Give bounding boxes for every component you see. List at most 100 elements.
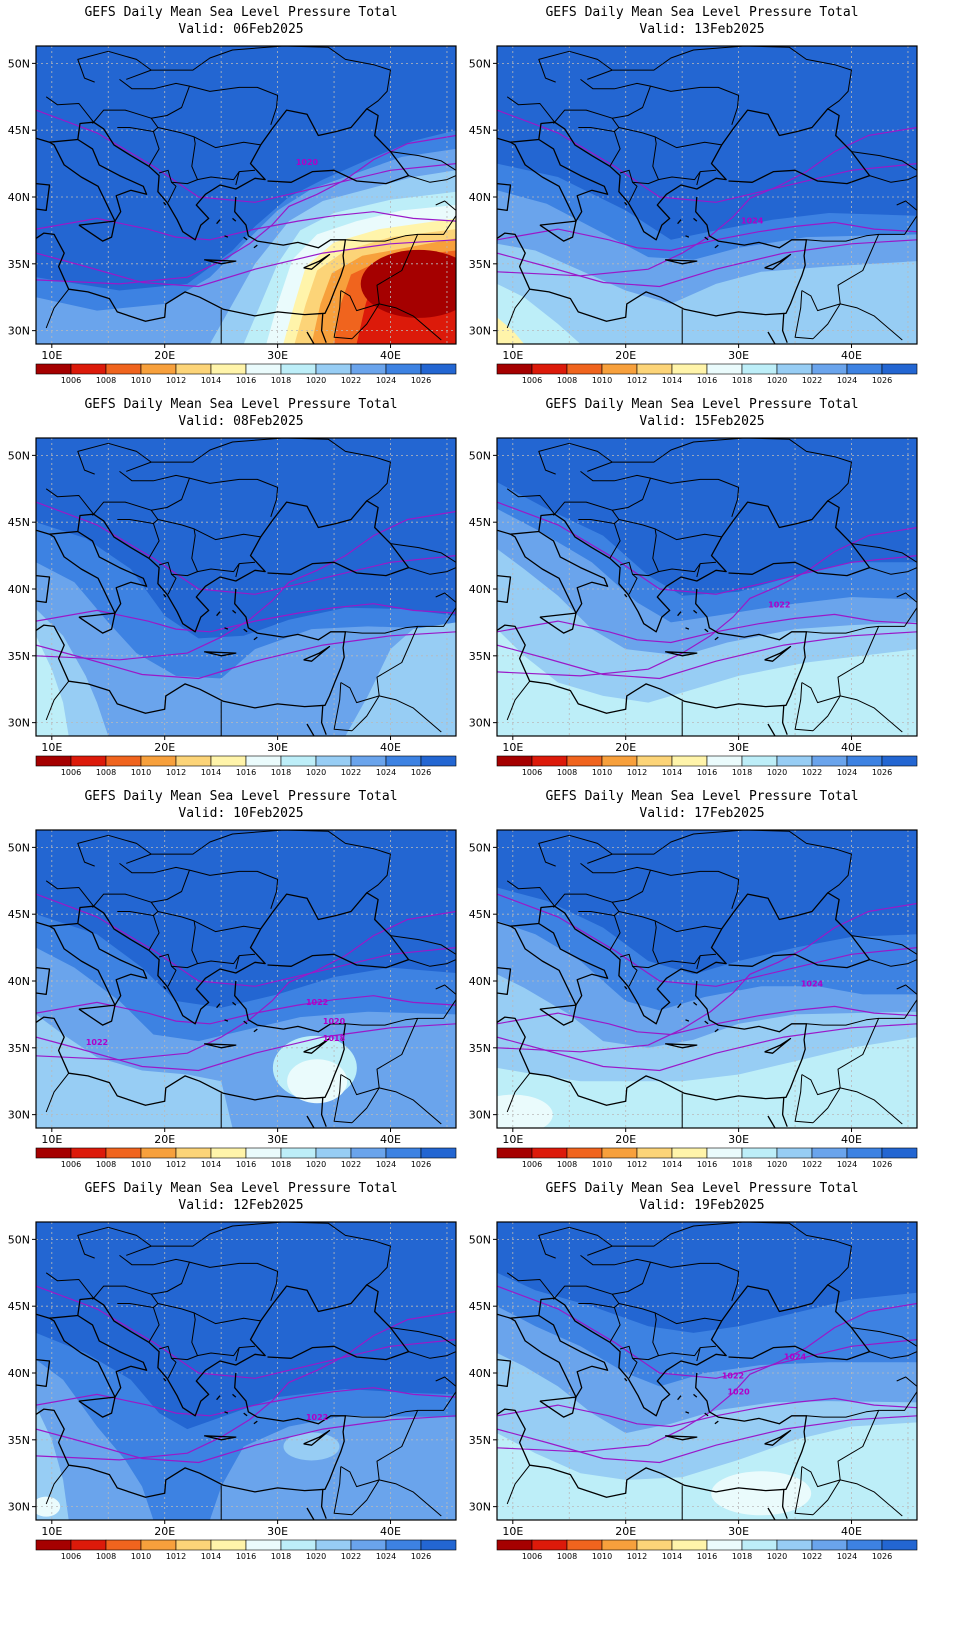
colorbar-swatch [741, 755, 778, 767]
colorbar: 1006 1008 1010 1012 1014 1016 1018 1020 1022 1024… [35, 363, 457, 385]
map-frame [496, 437, 918, 737]
map-frame [35, 437, 457, 737]
panel-title: GEFS Daily Mean Sea Level Pressure Total [84, 5, 398, 20]
colorbar-label: 1006 [522, 768, 542, 777]
lon-label: 40E [380, 1133, 401, 1146]
colorbar-swatch [420, 1147, 457, 1159]
pressure-map: 1022 1020 1018 1022 50N 45N 40N 35N 30N 10E 20E 30E… [8, 829, 457, 1169]
lon-label: 40E [380, 349, 401, 362]
lat-label: 50N [8, 449, 30, 462]
colorbar-swatch [70, 363, 107, 375]
colorbar-swatch [636, 755, 673, 767]
colorbar-label: 1026 [411, 376, 431, 385]
colorbar-label: 1006 [61, 768, 81, 777]
colorbar-label: 1010 [592, 1160, 612, 1169]
colorbar-label: 1022 [802, 768, 822, 777]
graticule [36, 46, 456, 344]
borders [45, 438, 456, 736]
colorbar-swatch [315, 1539, 352, 1551]
colorbar-swatch [811, 755, 848, 767]
isobars [36, 109, 456, 288]
colorbar-label: 1024 [837, 768, 857, 777]
panel-title: GEFS Daily Mean Sea Level Pressure Total [545, 789, 859, 804]
colorbar-swatch [496, 363, 533, 375]
contour-label: 1022 [768, 601, 790, 610]
pressure-cell [287, 1059, 348, 1104]
colorbar-label: 1026 [411, 1552, 431, 1561]
colorbar-label: 1010 [131, 1160, 151, 1169]
colorbar-label: 1014 [662, 768, 682, 777]
colorbar-swatch [420, 363, 457, 375]
lat-label: 45N [469, 124, 491, 137]
panel-valid-date: Valid: 10Feb2025 [178, 806, 304, 821]
colorbar-swatch [280, 755, 317, 767]
colorbar-swatch [350, 755, 387, 767]
colorbar-swatch [280, 363, 317, 375]
lat-label: 30N [469, 1109, 491, 1122]
colorbar-label: 1024 [837, 376, 857, 385]
lon-label: 40E [380, 741, 401, 754]
colorbar-label: 1012 [166, 1160, 186, 1169]
colorbar-label: 1024 [376, 1552, 396, 1561]
coastlines [497, 500, 917, 736]
colorbar-swatch [601, 755, 638, 767]
colorbar-label: 1026 [872, 376, 892, 385]
isobars [36, 1285, 456, 1464]
map-field: 1024 [497, 830, 917, 1128]
pressure-band [36, 609, 456, 736]
colorbar-swatch [35, 1147, 72, 1159]
map-panel: GEFS Daily Mean Sea Level Pressure Total… [0, 784, 482, 1194]
colorbar-label: 1010 [131, 376, 151, 385]
colorbar-swatch [601, 363, 638, 375]
panel-title: GEFS Daily Mean Sea Level Pressure Total [545, 397, 859, 412]
colorbar-swatch [706, 1147, 743, 1159]
colorbar-swatch [776, 1147, 813, 1159]
colorbar: 1006 1008 1010 1012 1014 1016 1018 1020 1022 1024… [35, 1539, 457, 1561]
lon-label: 40E [380, 1525, 401, 1538]
colorbar-swatch [245, 1539, 282, 1551]
borders [506, 1222, 917, 1520]
map-panel: GEFS Daily Mean Sea Level Pressure Total… [461, 784, 943, 1194]
colorbar-label: 1020 [767, 1552, 787, 1561]
lat-label: 45N [469, 1300, 491, 1313]
lat-label: 50N [8, 1233, 30, 1246]
colorbar-label: 1006 [61, 376, 81, 385]
coastlines [36, 108, 456, 344]
graticule [497, 46, 917, 344]
panel-title: GEFS Daily Mean Sea Level Pressure Total [84, 1181, 398, 1196]
colorbar-swatch [245, 1147, 282, 1159]
colorbar-label: 1016 [236, 376, 256, 385]
lat-label: 30N [8, 1501, 30, 1514]
colorbar-label: 1022 [802, 1552, 822, 1561]
colorbar-label: 1014 [662, 1552, 682, 1561]
colorbar-swatch [315, 755, 352, 767]
pressure-band [497, 283, 917, 344]
colorbar-label: 1016 [697, 768, 717, 777]
colorbar-label: 1014 [201, 376, 221, 385]
colorbar-swatch [636, 363, 673, 375]
lat-label: 50N [8, 841, 30, 854]
colorbar-swatch [420, 755, 457, 767]
colorbar-swatch [70, 1539, 107, 1551]
lat-label: 30N [469, 325, 491, 338]
colorbar-label: 1022 [341, 1160, 361, 1169]
colorbar-label: 1024 [837, 1160, 857, 1169]
contour-label: 1022 [86, 1038, 108, 1047]
colorbar-swatch [706, 363, 743, 375]
colorbar-swatch [706, 755, 743, 767]
colorbar-label: 1014 [662, 376, 682, 385]
panel-valid-date: Valid: 19Feb2025 [639, 1198, 765, 1213]
lat-label: 45N [469, 516, 491, 529]
lat-label: 35N [8, 650, 30, 663]
colorbar-label: 1022 [341, 768, 361, 777]
map-field: 1022 [36, 1222, 456, 1520]
colorbar-label: 1012 [627, 1552, 647, 1561]
colorbar-label: 1008 [557, 1160, 577, 1169]
colorbar-label: 1026 [872, 1160, 892, 1169]
colorbar: 1006 1008 1010 1012 1014 1016 1018 1020 1022 1024… [496, 1147, 918, 1169]
colorbar-swatch [245, 363, 282, 375]
colorbar-label: 1018 [271, 1552, 291, 1561]
borders [45, 1222, 456, 1520]
